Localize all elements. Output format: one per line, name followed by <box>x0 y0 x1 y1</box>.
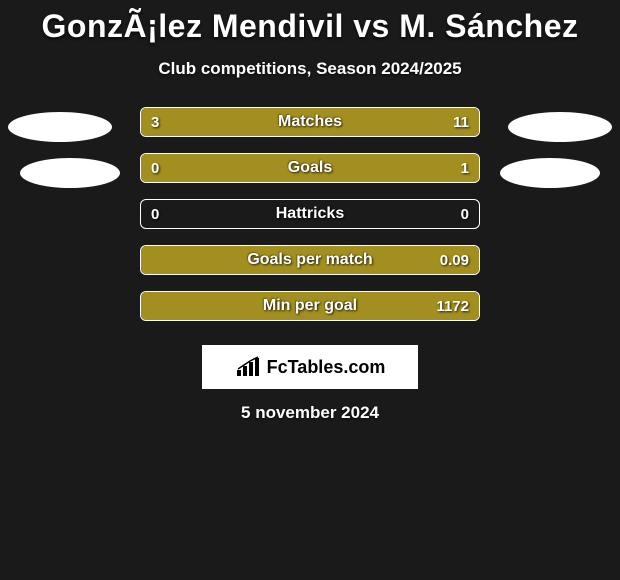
bar-right-fill <box>141 292 479 320</box>
stat-row-zone: 01Goals <box>0 153 620 199</box>
fctables-logo: FcTables.com <box>202 345 418 389</box>
player2-avatar-placeholder <box>500 158 600 188</box>
stat-row-zone: 1172Min per goal <box>0 291 620 337</box>
subtitle: Club competitions, Season 2024/2025 <box>0 59 620 79</box>
stat-row-zone: 0 0Hattricks <box>0 199 620 245</box>
stat-bar: 311Matches <box>140 107 480 137</box>
stat-value-left: 0 <box>141 200 169 228</box>
player1-avatar-placeholder <box>8 112 112 142</box>
comparison-card: GonzÃ¡lez Mendivil vs M. Sánchez Club co… <box>0 0 620 580</box>
stat-row-zone: 0.09Goals per match <box>0 245 620 291</box>
stat-bar: 0.09Goals per match <box>140 245 480 275</box>
bar-right-fill <box>141 154 479 182</box>
stat-bar: 0 0Hattricks <box>140 199 480 229</box>
player1-avatar-placeholder <box>20 158 120 188</box>
bar-right-fill <box>141 246 479 274</box>
bar-left-fill <box>141 108 209 136</box>
date-line: 5 november 2024 <box>0 403 620 423</box>
logo-text: FcTables.com <box>267 357 386 378</box>
stat-label: Hattricks <box>141 200 479 228</box>
bars-area: 311Matches <box>140 107 480 137</box>
bar-right-fill <box>209 108 479 136</box>
stat-bar: 01Goals <box>140 153 480 183</box>
stats-section: 311Matches 01Goals 0 0Hattricks 0.09Goals pe… <box>0 107 620 337</box>
bars-area: 0 0Hattricks <box>140 199 480 229</box>
bars-area: 0.09Goals per match <box>140 245 480 275</box>
bars-area: 01Goals <box>140 153 480 183</box>
player2-avatar-placeholder <box>508 112 612 142</box>
stat-bar: 1172Min per goal <box>140 291 480 321</box>
stat-value-right: 0 <box>451 200 479 228</box>
bar-chart-icon <box>235 356 261 378</box>
title: GonzÃ¡lez Mendivil vs M. Sánchez <box>0 8 620 45</box>
stat-row-zone: 311Matches <box>0 107 620 153</box>
bars-area: 1172Min per goal <box>140 291 480 321</box>
